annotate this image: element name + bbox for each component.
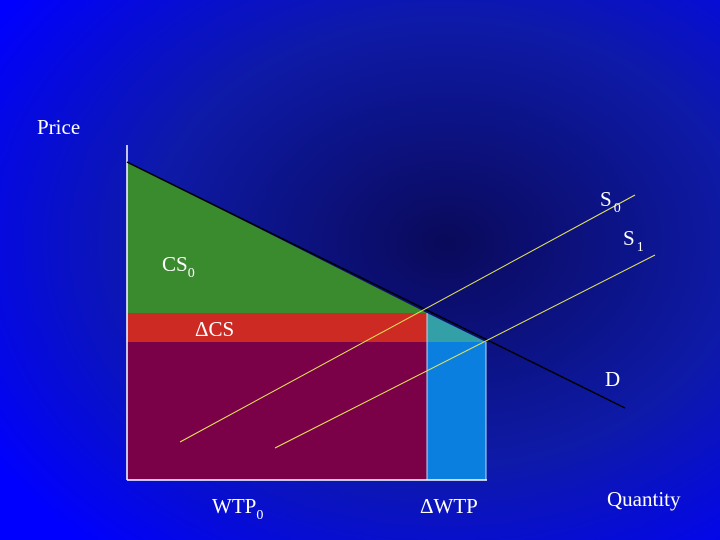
label-sub: 1 xyxy=(637,240,644,255)
label-sub: 0 xyxy=(188,266,195,281)
area-label: WTP0 xyxy=(212,494,263,523)
delta-cs-area xyxy=(127,313,427,342)
label-main: S xyxy=(600,187,612,211)
axis-label: Price xyxy=(37,115,80,139)
delta-cs-triangle xyxy=(427,313,486,342)
wtp0-area xyxy=(127,342,427,480)
label-sub: 0 xyxy=(614,201,621,216)
axis-label: Quantity xyxy=(607,487,681,511)
supply-curve-s0 xyxy=(179,194,636,443)
supply-curve-s1 xyxy=(274,254,656,449)
delta-wtp-area xyxy=(427,342,486,480)
demand-curve xyxy=(126,161,626,409)
area-label: ΔCS xyxy=(195,317,234,341)
curve-label: D xyxy=(605,367,620,391)
area-label: CS0 xyxy=(162,252,195,281)
label-main: CS xyxy=(162,252,188,276)
label-main: WTP xyxy=(212,494,256,518)
label-main: S xyxy=(623,226,635,250)
area-label: ΔWTP xyxy=(420,494,478,518)
label-sub: 0 xyxy=(256,508,263,523)
